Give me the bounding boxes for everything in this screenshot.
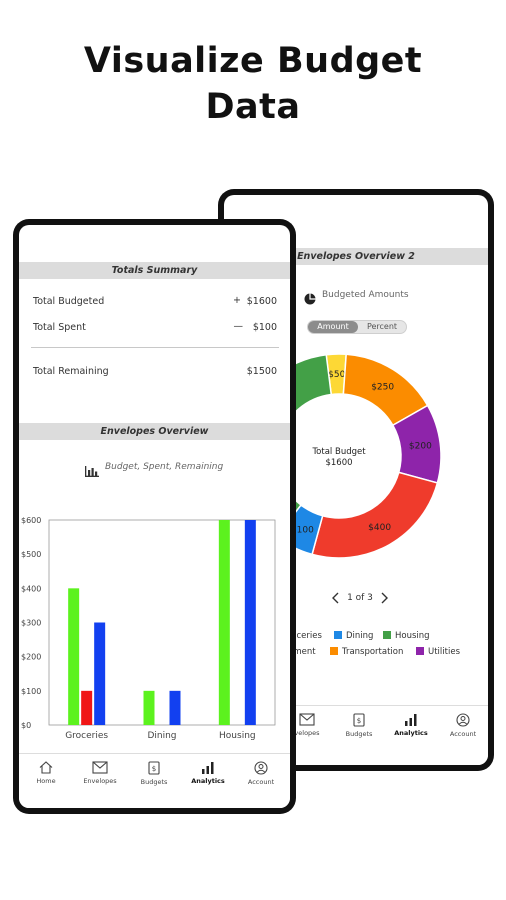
bar-dining-remaining[interactable] [169,690,181,725]
budget-icon: $ [148,761,160,775]
envelopes-overview-title: Envelopes Overview [19,423,290,440]
legend-transportation: Transportation [330,647,403,657]
envelope-icon [92,761,108,774]
legend-housing-swatch [383,631,391,639]
totals-summary-title: Totals Summary [19,262,290,279]
plot-frame [48,519,276,726]
front-phone: Totals Summary Total Budgeted + $1600 To… [13,219,296,814]
headline: Visualize Budget Data [0,38,506,130]
nav-analytics-label: Analytics [394,729,428,737]
bar-groceries-spent[interactable] [81,690,93,725]
x-category-label: Dining [147,731,176,741]
legend-dining: Dining [334,631,373,641]
bar-chart-icon [85,462,99,477]
total-budgeted-sign: + [233,295,241,306]
legend-housing: Housing [383,631,430,641]
legend-groceries-label: roceries [288,631,322,641]
slice-label-transportation: $250 [371,383,394,393]
legend-dining-swatch [334,631,342,639]
toggle-amount[interactable]: Amount [308,321,358,333]
nav-budgets-front[interactable]: $ Budgets [127,754,181,786]
nav-budgets[interactable]: $ Budgets [332,706,386,738]
slice-label-dining: $100 [291,525,314,535]
legend-groceries: roceries [288,631,322,641]
slice-label-entertainment: $50 [328,370,345,380]
slice-groceries[interactable] [311,471,439,559]
x-category-label: Housing [219,731,256,741]
total-budgeted-label: Total Budgeted [33,296,105,307]
y-tick-label: $500 [21,550,41,559]
y-tick-label: $600 [21,516,41,525]
headline-line-1: Visualize Budget [83,41,423,81]
y-tick-label: $200 [21,653,41,662]
nav-envelopes-front[interactable]: Envelopes [73,754,127,785]
svg-text:$: $ [357,717,361,725]
front-screen: Totals Summary Total Budgeted + $1600 To… [19,225,290,808]
nav-account-label: Account [449,730,477,738]
legend-transportation-label: Transportation [342,647,404,657]
account-icon [456,713,470,727]
legend-entertainment: nment [288,647,316,657]
budget-icon: $ [353,713,365,727]
x-category-label: Groceries [65,731,108,741]
nav-envelopes[interactable]: velopes [280,706,334,737]
nav-analytics-front-label: Analytics [191,777,225,785]
legend-utilities: Utilities [416,647,460,657]
bar-housing-budget[interactable] [218,520,230,725]
y-tick-label: $0 [21,721,31,730]
pager-label: 1 of 3 [347,593,373,603]
legend-transportation-swatch [330,647,338,655]
nav-home[interactable]: Home [19,754,73,785]
y-tick-label: $100 [21,687,41,696]
pie-chart-icon [304,290,316,305]
bar-chart: $0 $100 $200 $300 $400 $500 $600 Groceries Dinin… [21,516,276,741]
amount-percent-toggle: Amount Percent [307,320,407,334]
toggle-percent[interactable]: Percent [366,322,398,331]
chart-subtitle: Budget, Spent, Remaining [105,462,224,472]
bar-groceries-budget[interactable] [68,588,80,725]
analytics-icon [202,762,214,774]
account-icon [254,761,268,775]
envelope-icon [299,713,315,726]
front-bottom-nav: Home Envelopes $ Budgets Analytics Accou… [19,753,290,808]
nav-account-front[interactable]: Account [234,754,288,786]
nav-envelopes-label: velopes [294,729,320,737]
total-remaining-value: $1500 [246,366,277,377]
pager-prev-icon[interactable] [328,590,344,604]
budgeted-amounts-label: Budgeted Amounts [322,290,409,300]
nav-envelopes-front-label: Envelopes [83,777,117,785]
svg-text:$: $ [152,765,156,773]
headline-line-2: Data [205,87,301,127]
nav-account-front-label: Account [247,778,275,786]
total-spent-sign: — [233,321,244,332]
bar-groceries-remaining[interactable] [94,622,106,726]
total-budgeted-value: $1600 [246,296,277,307]
donut-center-value: $1600 [325,458,352,468]
total-remaining-label: Total Remaining [33,366,109,377]
bar-dining-budget[interactable] [143,690,155,725]
slice-label-groceries: $400 [368,523,391,533]
pager-next-icon[interactable] [376,590,392,604]
nav-budgets-label: Budgets [345,730,373,738]
legend-utilities-swatch [416,647,424,655]
bar-housing-remaining[interactable] [244,520,256,725]
legend-dining-label: Dining [346,631,374,641]
analytics-icon [405,714,417,726]
legend-utilities-label: Utilities [428,647,460,657]
totals-divider [31,347,279,348]
total-spent-value: $100 [252,322,277,333]
legend-housing-label: Housing [395,631,430,641]
nav-analytics[interactable]: Analytics [384,706,438,737]
y-tick-label: $400 [21,584,41,593]
nav-analytics-front[interactable]: Analytics [181,754,235,785]
y-tick-label: $300 [21,619,41,628]
nav-account[interactable]: Account [436,706,488,738]
nav-budgets-front-label: Budgets [140,778,168,786]
total-spent-label: Total Spent [33,322,86,333]
slice-label-utilities: $200 [409,442,432,452]
donut-center-title: Total Budget [311,447,366,457]
nav-home-label: Home [36,777,56,785]
home-icon [39,761,53,774]
legend-entertainment-label: nment [288,647,316,657]
